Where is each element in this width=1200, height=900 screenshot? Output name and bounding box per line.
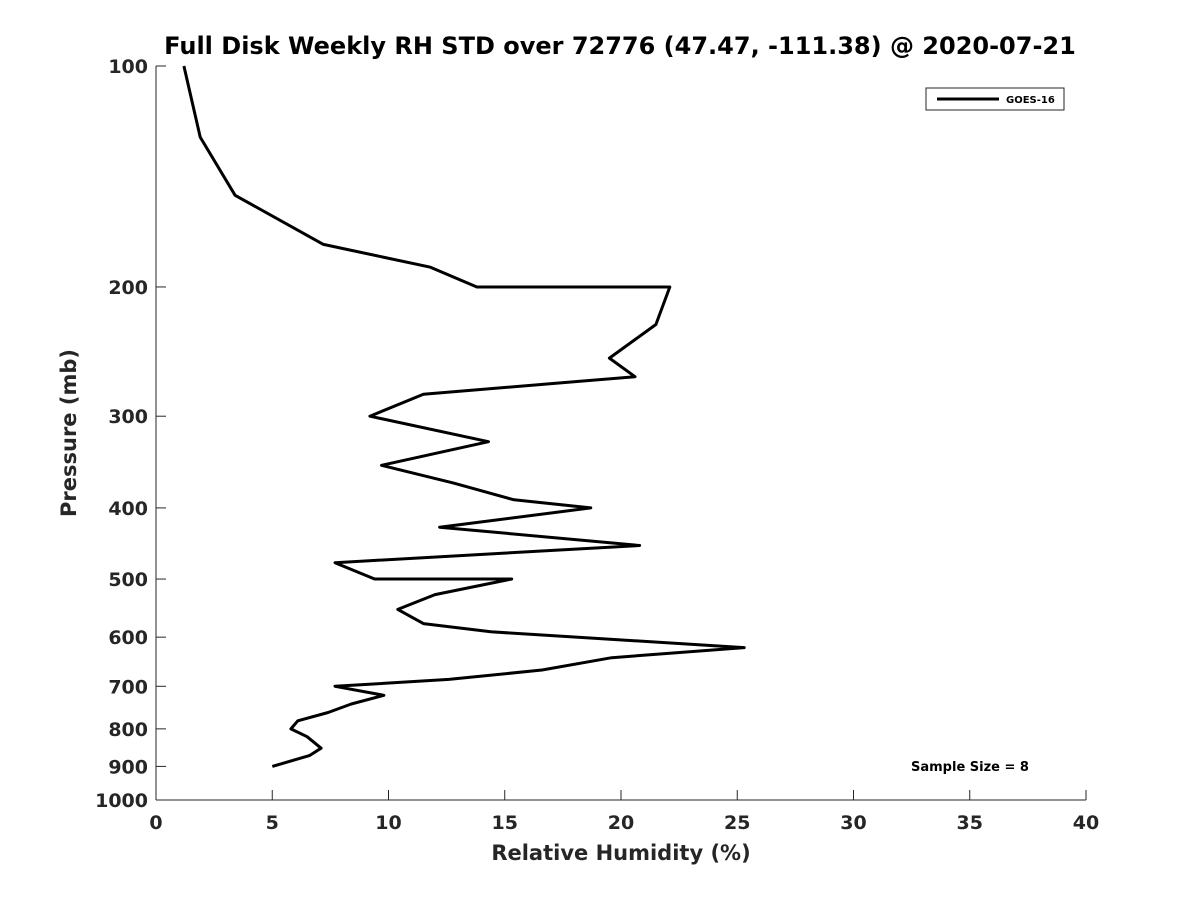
y-tick-label: 500 xyxy=(108,569,148,591)
x-tick-label: 10 xyxy=(375,812,401,834)
y-tick-label: 800 xyxy=(108,719,148,741)
y-tick-label: 100 xyxy=(108,56,148,78)
y-tick-label: 400 xyxy=(108,498,148,520)
y-tick-label: 1000 xyxy=(95,790,148,812)
x-tick-label: 15 xyxy=(492,812,518,834)
y-tick-label: 900 xyxy=(108,756,148,778)
series-line-goes-16 xyxy=(182,65,746,768)
y-tick-label: 300 xyxy=(108,406,148,428)
legend-entry-goes-16: GOES-16 xyxy=(1006,95,1055,106)
chart-title: Full Disk Weekly RH STD over 72776 (47.4… xyxy=(164,32,1076,60)
x-tick-group: 0 5 10 15 20 25 30 35 40 xyxy=(149,790,1099,834)
y-axis-label: Pressure (mb) xyxy=(57,349,81,517)
legend: GOES-16 xyxy=(925,87,1065,111)
y-tick-group: 100 200 300 400 500 600 700 800 900 1000 xyxy=(95,56,166,812)
x-tick-label: 0 xyxy=(149,812,162,834)
x-axis-label: Relative Humidity (%) xyxy=(491,841,750,865)
x-tick-label: 30 xyxy=(840,812,866,834)
y-tick-label: 200 xyxy=(108,277,148,299)
x-tick-label: 40 xyxy=(1073,812,1099,834)
y-tick-label: 600 xyxy=(108,627,148,649)
x-tick-label: 35 xyxy=(957,812,983,834)
sample-size-annotation: Sample Size = 8 xyxy=(911,760,1029,775)
x-tick-label: 20 xyxy=(608,812,634,834)
y-tick-label: 700 xyxy=(108,676,148,698)
x-tick-label: 25 xyxy=(724,812,750,834)
x-tick-label: 5 xyxy=(266,812,279,834)
series-group xyxy=(182,65,746,768)
